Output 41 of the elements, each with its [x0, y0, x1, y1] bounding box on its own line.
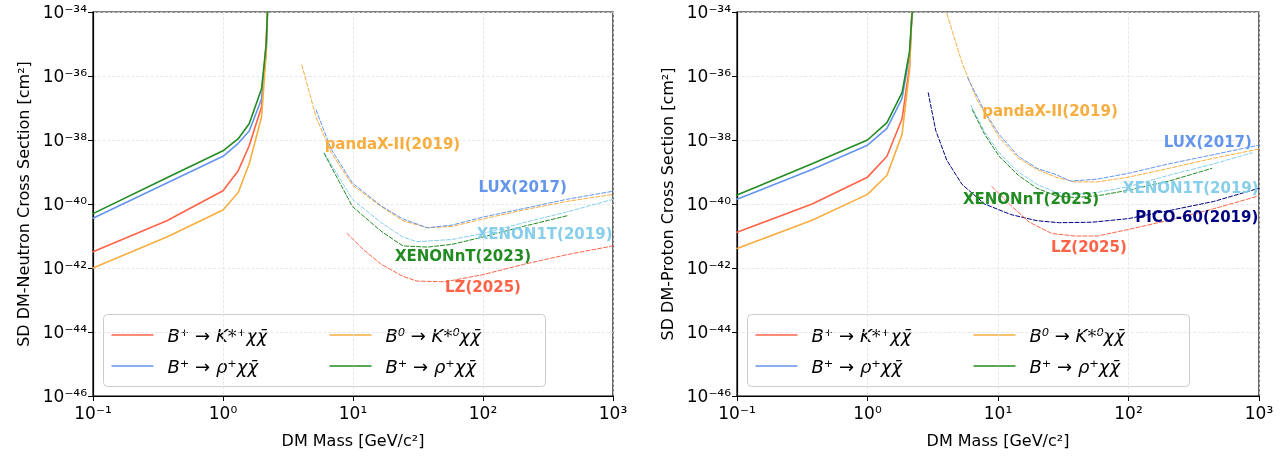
y-tick-label: 10⁻⁴² — [686, 258, 731, 278]
y-tick-label: 10⁻³⁴ — [42, 2, 88, 22]
x-tick-label: 10⁰ — [853, 402, 882, 423]
series-label: PICO-60(2019) — [1135, 208, 1259, 227]
y-tick-label: 10⁻⁴⁰ — [686, 194, 732, 214]
legend-label: B⁺ → K*⁺χχ̄ — [167, 324, 269, 346]
series-label: pandaX-II(2019) — [982, 102, 1118, 121]
y-axis-title: SD DM-Proton Cross Section [cm²] — [657, 67, 677, 341]
y-tick-label: 10⁻⁴⁴ — [42, 322, 88, 342]
y-tick-label: 10⁻³⁴ — [686, 2, 732, 22]
x-tick-label: 10² — [468, 402, 498, 423]
y-axis-title: SD DM-Neutron Cross Section [cm²] — [13, 61, 33, 347]
x-axis-title: DM Mass [GeV/c²] — [281, 430, 425, 450]
x-tick-label: 10⁰ — [208, 402, 238, 423]
legend-label: B⁰ → K*⁰χχ̄ — [1029, 324, 1127, 346]
x-tick-label: 10³ — [1244, 402, 1274, 423]
x-tick-label: 10³ — [598, 402, 628, 423]
series-label: pandaX-II(2019) — [324, 135, 461, 154]
series-label: XENONnT(2023) — [394, 247, 532, 266]
y-tick-label: 10⁻³⁶ — [42, 66, 88, 86]
legend-label: B⁺ → ρ⁺χχ̄ — [385, 355, 478, 377]
y-tick-label: 10⁻³⁸ — [686, 130, 732, 150]
x-tick-label: 10¹ — [338, 402, 368, 423]
series-label: LZ(2025) — [445, 277, 521, 296]
y-tick-label: 10⁻³⁶ — [686, 66, 732, 86]
x-axis-title: DM Mass [GeV/c²] — [926, 430, 1070, 450]
y-tick-label: 10⁻⁴⁴ — [686, 322, 732, 342]
y-tick-label: 10⁻⁴² — [42, 258, 87, 278]
legend-label: B⁺ → ρ⁺χχ̄ — [167, 355, 260, 377]
y-tick-label: 10⁻⁴⁰ — [42, 194, 88, 214]
series-label: LZ(2025) — [1050, 238, 1127, 256]
y-tick-label: 10⁻³⁸ — [42, 130, 88, 150]
series-label: XENONnT(2023) — [962, 190, 1100, 209]
legend-label: B⁰ → K*⁰χχ̄ — [385, 324, 483, 346]
legend-label: B⁺ → K*⁺χχ̄ — [811, 324, 913, 346]
series-label: LUX(2017) — [478, 178, 567, 197]
series-label: LUX(2017) — [1163, 132, 1252, 151]
legend-label: B⁺ → ρ⁺χχ̄ — [811, 355, 904, 377]
legend-label: B⁺ → ρ⁺χχ̄ — [1029, 355, 1122, 377]
x-tick-label: 10¹ — [983, 402, 1013, 423]
x-tick-label: 10² — [1114, 402, 1143, 423]
